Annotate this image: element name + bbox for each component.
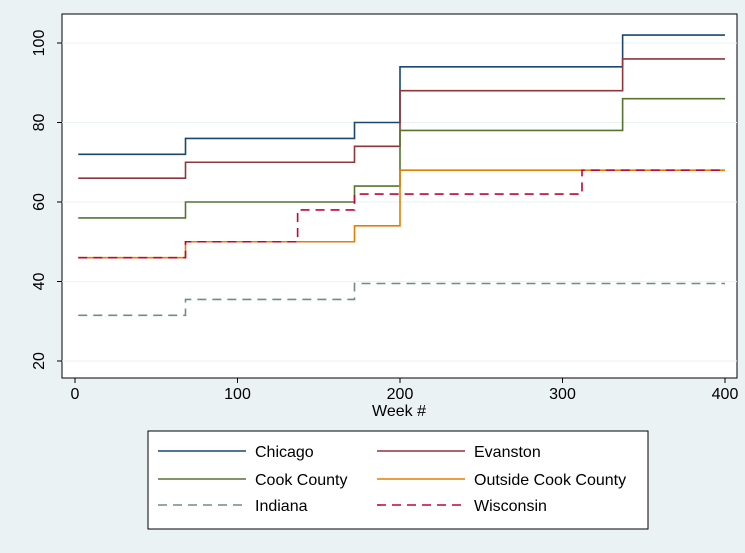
x-tick-label: 300 bbox=[549, 386, 576, 403]
x-tick-label: 100 bbox=[224, 386, 251, 403]
legend-label-evanston: Evanston bbox=[474, 444, 541, 461]
grid-layer bbox=[62, 42, 737, 362]
legend-label-cook-county: Cook County bbox=[255, 472, 348, 489]
legend-label-outside-cook-county: Outside Cook County bbox=[474, 472, 626, 489]
legend-label-chicago: Chicago bbox=[255, 444, 314, 461]
axis-layer: 20 40 60 80 100 0 100 200 300 400 bbox=[31, 30, 738, 403]
x-axis-label: Week # bbox=[372, 403, 426, 420]
series-line-chicago bbox=[78, 34, 725, 156]
y-tick-label: 40 bbox=[31, 273, 48, 291]
series-line-evanston bbox=[78, 58, 725, 179]
legend: Chicago Evanston Cook County Outside Cook C… bbox=[158, 444, 626, 515]
series-line-cook-county bbox=[78, 97, 725, 219]
series-layer bbox=[78, 34, 725, 317]
legend-box bbox=[147, 430, 649, 530]
y-tick-label: 80 bbox=[31, 114, 48, 132]
x-tick-label: 200 bbox=[387, 386, 414, 403]
y-tick-label: 100 bbox=[31, 30, 48, 57]
x-tick-label: 0 bbox=[71, 386, 80, 403]
x-tick-label: 400 bbox=[712, 386, 739, 403]
legend-label-wisconsin: Wisconsin bbox=[474, 498, 547, 515]
legend-label-indiana: Indiana bbox=[255, 498, 308, 515]
y-tick-label: 20 bbox=[31, 352, 48, 370]
y-tick-label: 60 bbox=[31, 193, 48, 211]
